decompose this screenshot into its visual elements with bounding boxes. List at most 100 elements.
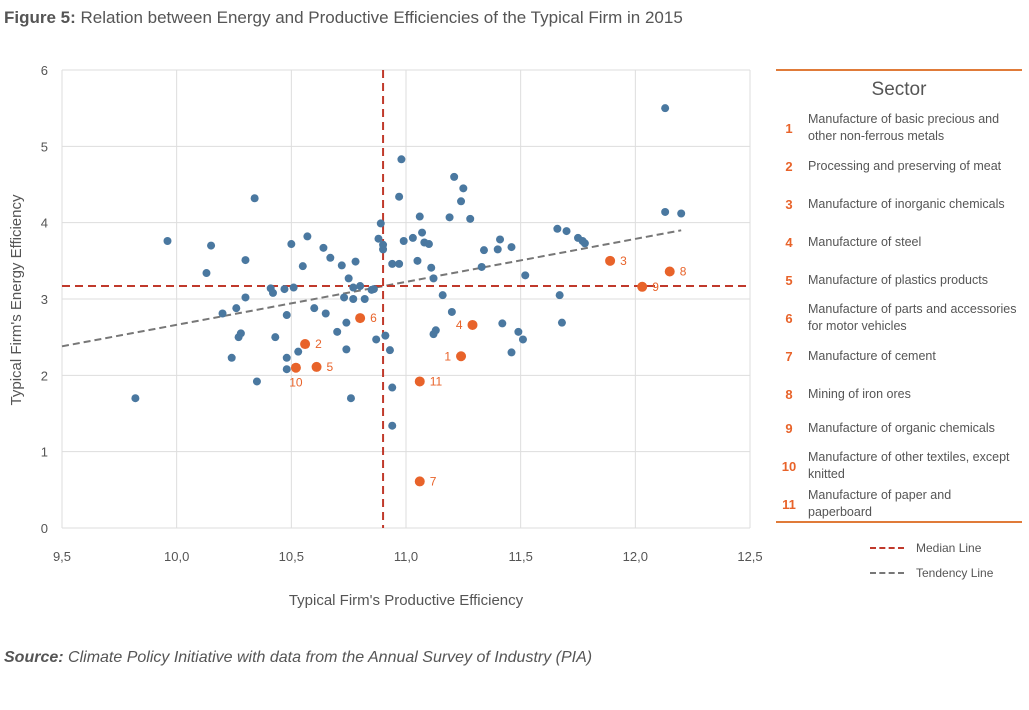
y-tick-label: 1 bbox=[41, 445, 48, 460]
data-point bbox=[580, 239, 589, 248]
data-point bbox=[493, 245, 502, 254]
data-point bbox=[252, 377, 261, 386]
tendency-line-label: Tendency Line bbox=[916, 566, 994, 580]
legend-item-9: 9 Manufacture of organic chemicals bbox=[776, 411, 1022, 445]
legend-item-6: 6 Manufacture of parts and accessories fo… bbox=[776, 301, 1022, 335]
highlighted-point-label: 2 bbox=[315, 337, 322, 351]
data-point bbox=[372, 335, 381, 344]
data-point bbox=[282, 365, 291, 374]
legend-item-label: Mining of iron ores bbox=[808, 386, 911, 401]
legend-item-11: 11 Manufacture of paper and paperboard bbox=[776, 487, 1022, 521]
median-line-key: Median Line bbox=[870, 541, 981, 555]
highlighted-point bbox=[290, 362, 301, 373]
data-point bbox=[344, 274, 353, 283]
data-point bbox=[514, 327, 523, 336]
data-point bbox=[131, 394, 140, 403]
tendency-line-swatch bbox=[870, 572, 904, 574]
legend-item-number: 3 bbox=[785, 196, 793, 212]
legend-item-10: 10 Manufacture of other textiles, except … bbox=[776, 445, 1022, 487]
data-point bbox=[298, 262, 307, 271]
data-point bbox=[236, 329, 245, 338]
tendency-line-key: Tendency Line bbox=[870, 566, 993, 580]
x-tick-label: 12,5 bbox=[737, 549, 762, 564]
y-tick-label: 3 bbox=[41, 292, 48, 307]
highlighted-point bbox=[355, 313, 366, 324]
y-tick-label: 2 bbox=[41, 368, 48, 383]
data-point bbox=[280, 285, 289, 294]
highlighted-point bbox=[467, 319, 478, 330]
data-point bbox=[227, 353, 236, 362]
data-point bbox=[241, 256, 250, 265]
y-tick-label: 0 bbox=[41, 521, 48, 536]
data-point bbox=[466, 214, 475, 223]
source-note: Source: Climate Policy Initiative with d… bbox=[4, 649, 592, 667]
data-point bbox=[326, 253, 335, 262]
legend-items: 1 Manufacture of basic precious and other… bbox=[776, 107, 1022, 521]
legend-item-number: 11 bbox=[782, 496, 796, 512]
data-point bbox=[429, 274, 438, 283]
data-point bbox=[445, 213, 454, 222]
source-text: Climate Policy Initiative with data from… bbox=[68, 649, 593, 666]
data-points bbox=[131, 104, 686, 430]
highlighted-point-label: 10 bbox=[289, 376, 303, 390]
legend-item-number: 9 bbox=[785, 420, 793, 436]
legend-item-7: 7 Manufacture of cement bbox=[776, 335, 1022, 377]
data-point bbox=[427, 263, 436, 272]
median-lines-group bbox=[62, 70, 750, 528]
data-point bbox=[661, 207, 670, 216]
legend-item-label: Manufacture of basic precious and other … bbox=[808, 112, 1000, 143]
data-point bbox=[438, 291, 447, 300]
data-point bbox=[163, 236, 172, 245]
data-point bbox=[557, 318, 566, 327]
data-point bbox=[418, 228, 427, 237]
data-point bbox=[385, 346, 394, 355]
y-tick-labels: 0 1 2 3 4 5 6 bbox=[41, 63, 48, 536]
data-point bbox=[287, 240, 296, 249]
data-point bbox=[408, 233, 417, 242]
legend-item-2: 2 Processing and preserving of meat bbox=[776, 149, 1022, 183]
data-point bbox=[271, 333, 280, 342]
data-point bbox=[562, 227, 571, 236]
x-tick-label: 10,0 bbox=[164, 549, 189, 564]
data-point bbox=[555, 291, 564, 300]
legend-item-number: 7 bbox=[785, 348, 793, 364]
data-point bbox=[202, 269, 211, 278]
data-point bbox=[250, 194, 259, 203]
median-line-label: Median Line bbox=[916, 541, 982, 555]
data-point bbox=[507, 243, 516, 252]
x-tick-label: 12,0 bbox=[623, 549, 648, 564]
data-point bbox=[395, 259, 404, 268]
highlighted-point-label: 11 bbox=[430, 374, 443, 388]
legend-bottom-rule bbox=[776, 521, 1022, 523]
data-point bbox=[374, 234, 383, 243]
legend-item-number: 6 bbox=[785, 310, 793, 326]
legend-item-label: Manufacture of cement bbox=[808, 348, 936, 363]
data-point bbox=[282, 311, 291, 320]
data-point bbox=[241, 293, 250, 302]
median-line-swatch bbox=[870, 547, 904, 549]
data-point bbox=[498, 319, 507, 328]
data-point bbox=[289, 283, 298, 292]
data-point bbox=[457, 197, 466, 206]
highlighted-point bbox=[414, 376, 425, 387]
data-point bbox=[397, 155, 406, 164]
legend-item-label: Manufacture of plastics products bbox=[808, 272, 988, 287]
figure-title-text: Relation between Energy and Productive E… bbox=[80, 8, 683, 27]
highlighted-point bbox=[637, 281, 648, 292]
highlighted-point bbox=[300, 339, 311, 350]
sector-legend: Sector 1 Manufacture of basic precious an… bbox=[776, 69, 1022, 523]
highlighted-point bbox=[664, 266, 675, 277]
data-point bbox=[496, 235, 505, 244]
y-tick-label: 4 bbox=[41, 216, 48, 231]
data-point bbox=[479, 246, 488, 255]
data-point bbox=[450, 172, 459, 181]
x-tick-label: 10,5 bbox=[279, 549, 304, 564]
highlighted-point bbox=[456, 351, 467, 362]
legend-top-rule bbox=[776, 69, 1022, 71]
data-point bbox=[388, 259, 397, 268]
data-point bbox=[232, 304, 241, 313]
legend-item-number: 8 bbox=[785, 386, 793, 402]
data-point bbox=[356, 282, 365, 291]
legend-item-number: 10 bbox=[781, 458, 797, 474]
data-point bbox=[388, 383, 397, 392]
